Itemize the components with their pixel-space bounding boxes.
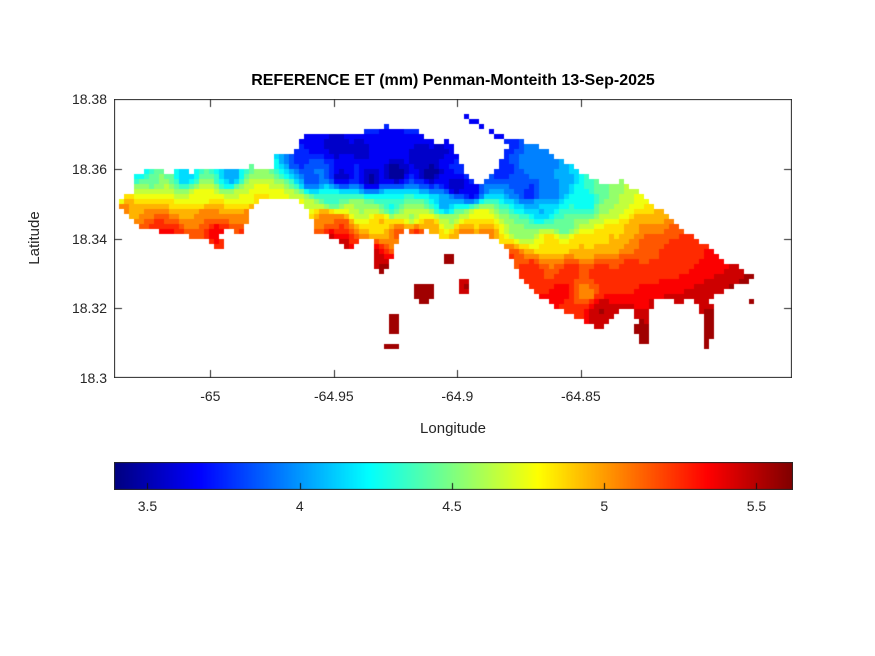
colorbar-tick-label: 3.5 [137, 498, 158, 514]
y-tick-label: 18.36 [71, 160, 107, 177]
x-tick-label: -64.9 [441, 388, 474, 404]
colorbar-canvas [114, 462, 793, 490]
x-axis-label: Longitude [420, 420, 486, 437]
colorbar-tick-label: 4.5 [442, 498, 462, 514]
colorbar-tick-label: 5 [600, 498, 609, 514]
colorbar-tick-label: 4 [295, 498, 304, 514]
x-tick-label: -65 [200, 388, 221, 404]
x-tick-label: -64.95 [313, 388, 354, 404]
contour-map-canvas [114, 99, 792, 378]
x-tick-label: -64.85 [560, 388, 601, 404]
y-tick-label: 18.3 [79, 370, 107, 386]
y-tick-label: 18.32 [71, 300, 107, 317]
y-tick-label: 18.38 [71, 91, 107, 107]
chart-title: REFERENCE ET (mm) Penman-Monteith 13-Sep… [251, 72, 655, 89]
y-tick-label: 18.34 [71, 230, 107, 247]
colorbar-tick-label: 5.5 [746, 498, 767, 514]
